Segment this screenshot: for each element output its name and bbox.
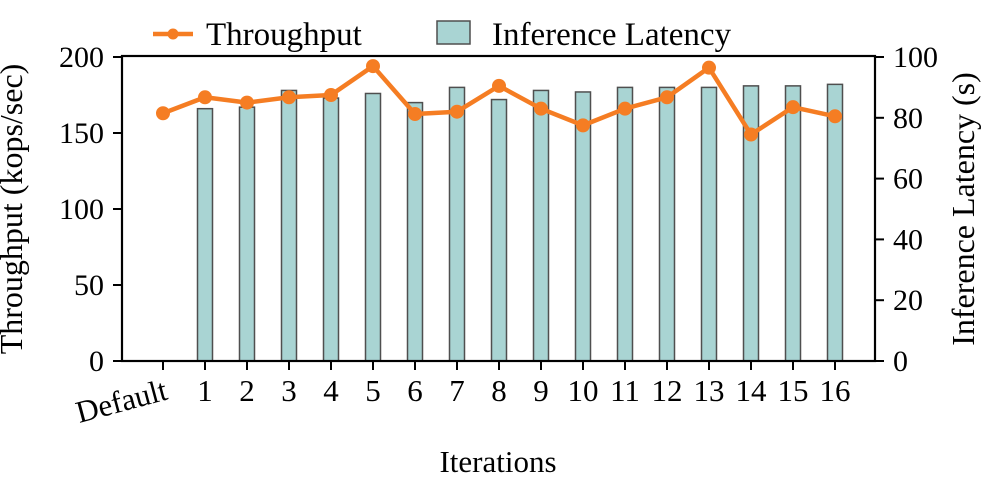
latency-bar xyxy=(406,101,424,362)
x-axis-ticks: Default 1 2 3 4 5 6 7 8 9 10 11 12 13 14 15 16 xyxy=(72,361,851,430)
left-axis-title: Throughput (kops/sec) xyxy=(0,64,29,355)
x-tick-label: 14 xyxy=(736,373,768,408)
throughput-marker xyxy=(198,90,212,105)
latency-bar xyxy=(616,86,634,362)
right-tick-label: 0 xyxy=(893,345,908,378)
throughput-marker xyxy=(618,101,632,116)
left-tick-label: 200 xyxy=(59,41,104,74)
x-tick-label: 10 xyxy=(568,373,599,408)
x-tick-label: 9 xyxy=(533,373,549,408)
x-tick-label: 3 xyxy=(281,373,297,408)
legend-latency-swatch xyxy=(436,20,471,45)
x-tick-label: 5 xyxy=(365,373,381,408)
left-tick-label: 0 xyxy=(89,345,104,378)
right-tick-label: 20 xyxy=(893,284,923,317)
latency-bar xyxy=(322,97,340,362)
throughput-marker xyxy=(702,60,716,75)
right-tick-label: 60 xyxy=(893,163,923,196)
x-tick-label: 8 xyxy=(491,373,507,408)
latency-bar xyxy=(490,98,508,362)
left-tick-label: 50 xyxy=(74,269,104,302)
x-tick-label: 1 xyxy=(197,373,213,408)
x-axis-title: Iterations xyxy=(439,444,556,479)
latency-bar xyxy=(700,86,718,362)
throughput-marker xyxy=(408,107,422,121)
x-tick-label: 13 xyxy=(694,373,725,408)
latency-bar xyxy=(448,86,466,362)
right-tick-label: 100 xyxy=(893,41,938,74)
throughput-markers-group xyxy=(156,59,842,142)
x-tick-label: 4 xyxy=(323,373,339,408)
latency-bar xyxy=(238,106,256,362)
legend-throughput-label: Throughput xyxy=(206,17,362,53)
x-tick-label: 15 xyxy=(778,373,809,408)
left-axis-ticks: 0 50 100 150 200 xyxy=(59,41,122,378)
left-tick-label: 100 xyxy=(59,193,104,226)
throughput-marker xyxy=(366,59,380,74)
x-tick-label: Default xyxy=(72,372,171,430)
latency-bar xyxy=(280,89,298,362)
latency-bar xyxy=(196,107,214,362)
x-tick-label: 12 xyxy=(652,373,683,408)
throughput-marker xyxy=(450,104,464,119)
legend-latency-label: Inference Latency xyxy=(492,17,732,53)
x-tick-label: 16 xyxy=(820,373,851,408)
throughput-marker xyxy=(576,118,590,133)
right-tick-label: 80 xyxy=(893,102,923,135)
legend: Throughput Inference Latency xyxy=(153,17,732,53)
latency-bar xyxy=(364,92,382,362)
right-axis-title: Inference Latency (s) xyxy=(945,72,981,346)
x-tick-label: 7 xyxy=(449,373,465,408)
latency-bar xyxy=(532,89,550,362)
throughput-marker xyxy=(744,127,758,142)
left-tick-label: 150 xyxy=(59,117,104,150)
latency-bar xyxy=(784,85,802,362)
throughput-marker xyxy=(534,101,548,116)
throughput-marker xyxy=(492,78,506,93)
throughput-marker xyxy=(660,90,674,105)
x-tick-label: 6 xyxy=(407,373,423,408)
throughput-marker xyxy=(240,95,254,110)
latency-bar xyxy=(826,83,844,362)
latency-bar xyxy=(658,86,676,362)
x-tick-label: 11 xyxy=(610,373,640,408)
right-axis-ticks: 0 20 40 60 80 100 xyxy=(875,41,938,378)
throughput-marker xyxy=(324,88,338,102)
throughput-marker xyxy=(786,100,800,115)
x-tick-label: 2 xyxy=(239,373,255,408)
throughput-marker xyxy=(282,90,296,105)
throughput-marker xyxy=(156,106,170,121)
right-tick-label: 40 xyxy=(893,223,923,256)
legend-throughput-marker-icon xyxy=(167,28,179,40)
throughput-marker xyxy=(828,109,842,124)
